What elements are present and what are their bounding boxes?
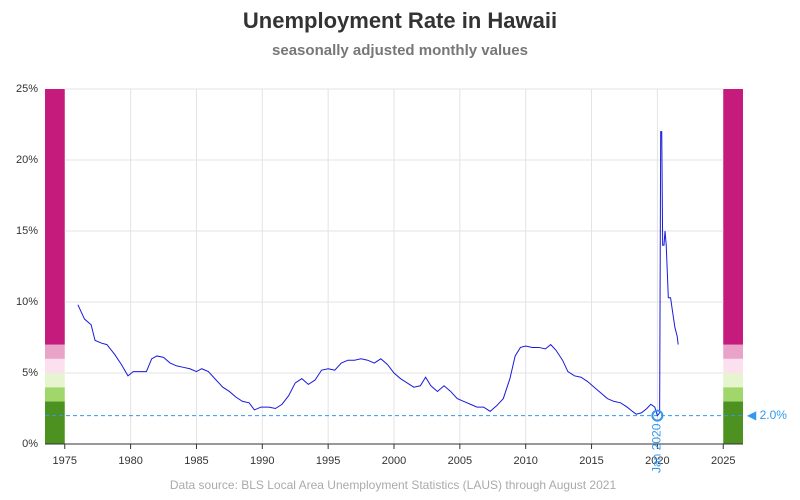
value-band: [45, 387, 65, 402]
y-tick-label: 20%: [16, 154, 38, 166]
value-band: [723, 89, 743, 345]
x-tick-label: 2010: [513, 455, 537, 467]
value-band: [45, 373, 65, 388]
chart-subtitle: seasonally adjusted monthly values: [272, 42, 528, 59]
x-tick-label: 2000: [382, 455, 406, 467]
value-band: [723, 401, 743, 444]
x-tick-label: 1995: [316, 455, 340, 467]
annotation-label: Jan 2020: [650, 423, 664, 473]
x-tick-label: 1980: [118, 455, 142, 467]
x-tick-label: 1975: [53, 455, 77, 467]
x-tick-label: 1985: [184, 455, 208, 467]
reference-label: ◀ 2.0%: [747, 408, 787, 422]
value-band: [723, 373, 743, 388]
x-tick-label: 2015: [579, 455, 603, 467]
value-band: [45, 344, 65, 359]
value-band: [45, 358, 65, 373]
value-band: [45, 401, 65, 444]
x-tick-label: 2020: [645, 455, 669, 467]
y-tick-label: 10%: [16, 296, 38, 308]
y-tick-label: 0%: [22, 438, 38, 450]
value-band: [723, 387, 743, 402]
y-tick-label: 5%: [22, 367, 38, 379]
source-note: Data source: BLS Local Area Unemployment…: [170, 478, 617, 492]
x-tick-label: 2025: [711, 455, 735, 467]
value-band: [723, 344, 743, 359]
y-tick-label: 25%: [16, 83, 38, 95]
value-band: [45, 89, 65, 345]
value-band: [723, 358, 743, 373]
x-tick-label: 2005: [448, 455, 472, 467]
y-tick-label: 15%: [16, 225, 38, 237]
chart-title: Unemployment Rate in Hawaii: [243, 8, 557, 33]
data-line: [77, 131, 679, 417]
x-tick-label: 1990: [250, 455, 274, 467]
annotation-marker: [651, 409, 664, 422]
